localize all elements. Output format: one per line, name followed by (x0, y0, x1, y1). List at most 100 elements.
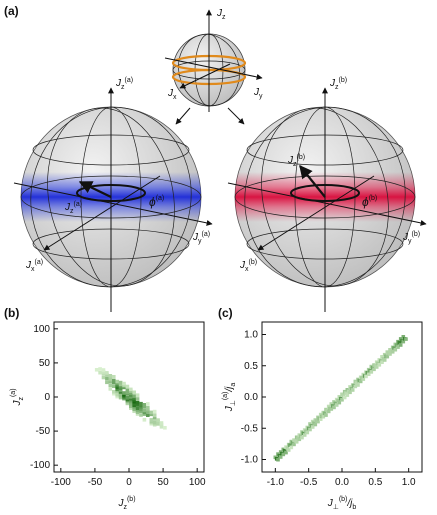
plot-c-cell (374, 365, 379, 369)
sphere-a-meridian-2 (47, 107, 175, 287)
plot-c-cell (316, 419, 320, 424)
plot-c-cell (366, 372, 371, 376)
plot-c-xtick-label: 0.5 (368, 477, 382, 488)
plot-b-cell (135, 412, 140, 416)
sphere-b-angle-label: ϕ(b) (362, 195, 377, 209)
plot-b-cell (108, 375, 113, 380)
plot-b-cell (125, 396, 130, 400)
plot-b-cell (125, 397, 130, 402)
plot-b-ylabel: Jz(a) (10, 388, 25, 406)
plot-c-cell (308, 427, 312, 432)
plot-b-cell (101, 375, 106, 380)
sphere-a-vector-label: Jz(a) (64, 201, 82, 215)
plot-b-cell (129, 389, 133, 394)
plot-b-cell (156, 422, 160, 426)
plot-c-cell (361, 377, 366, 381)
plot-c-ytick-label: 0.0 (244, 392, 258, 403)
sphere-a-y-axis (13, 182, 213, 226)
plot-c-ytick-label: -0.5 (241, 423, 259, 434)
plot-b-cell (129, 387, 133, 392)
plot-b-cell (112, 380, 116, 385)
plot-c-cell (401, 335, 406, 339)
plot-b-cell (139, 401, 143, 406)
plot-c-cell (369, 370, 374, 374)
plot-b-cell (146, 405, 150, 410)
plot-c-cell (388, 352, 392, 356)
plot-b-cell (135, 406, 140, 411)
plot-b-cell (159, 425, 164, 429)
small-sphere-meridian-2 (178, 34, 240, 106)
panel-label-a: (a) (4, 4, 19, 18)
panel-label-c: (c) (218, 306, 233, 320)
plot-c-cell (348, 390, 352, 395)
plot-b-cell (135, 410, 140, 414)
plot-b-cell (146, 402, 150, 406)
plot-c-cell (358, 379, 363, 384)
plot-b-cell (129, 393, 133, 397)
plot-b-cell (125, 401, 130, 406)
sphere-a-y-label: Jy(a) (192, 231, 210, 245)
sphere-a-spin-vector (78, 181, 112, 198)
plot-b-cell (115, 379, 119, 384)
plot-c-cell (292, 442, 296, 447)
plot-c-cell (324, 413, 328, 417)
plot-c-cell (401, 339, 406, 344)
plot-c-cell (294, 440, 299, 444)
plot-b-cell (132, 394, 136, 398)
plot-b-cell (115, 387, 119, 391)
plot-b-cell (146, 413, 150, 417)
plot-c-cell (350, 388, 355, 392)
plot-c-cell (380, 355, 384, 359)
plot-c-ytick-label: -1.0 (241, 455, 259, 466)
plot-c-cell (337, 400, 342, 405)
plot-c-cell (353, 384, 358, 389)
plot-b-cell (108, 387, 113, 391)
plot-b-cell (132, 399, 136, 404)
plot-b-cell (146, 409, 150, 414)
plot-b-cell (125, 384, 130, 389)
plot-c-cell (345, 393, 350, 397)
plot-c-cell (329, 407, 334, 411)
sphere-b-spin-vector (299, 164, 326, 198)
plot-b-cell (115, 394, 119, 399)
plot-b-cell (149, 420, 154, 424)
plot-b-cell (142, 403, 147, 407)
sphere-b-meridian-2 (261, 107, 389, 287)
plot-b-cell (101, 370, 106, 374)
plot-c-xtick-label: -1.0 (267, 477, 285, 488)
plot-b-cell (135, 393, 140, 397)
plot-c-cell (302, 433, 307, 437)
plot-b-cell (152, 421, 157, 425)
panel-label-b: (b) (4, 306, 19, 320)
small-sphere-y-axis (164, 57, 263, 80)
plot-b-cell (132, 401, 136, 406)
plot-c: -1.0 -1.0 -0.5 -0.5 0.0 0.0 0.5 0.5 1.0 1.0 J⊥(b)… (222, 321, 423, 511)
plot-b-cell (105, 380, 109, 385)
plot-b-cell (132, 396, 136, 400)
plot-c-cell (404, 337, 408, 341)
plot-b-cell (135, 408, 140, 412)
plot-b-cell (129, 398, 133, 403)
plot-b-xtick-label: 0 (126, 477, 132, 488)
plot-b-cell (129, 391, 133, 395)
plot-b-cell (163, 426, 167, 430)
plot-b-cell (149, 421, 154, 426)
bloch-sphere-a: Jz(a) Jy(a) Jx(a) Jz(a) ϕ(a) (13, 77, 213, 312)
arrow-to-sphere-a (175, 107, 191, 125)
plot-b-cell (156, 418, 160, 422)
plot-b-cell (122, 381, 126, 386)
plot-b-cell (112, 384, 116, 388)
plot-c-cell (300, 435, 304, 440)
plot-b-cell (139, 413, 143, 417)
plot-c-cell (396, 345, 400, 349)
plot-c-cell (382, 358, 387, 362)
plot-c-xtick-label: 0.0 (335, 477, 349, 488)
plot-c-cell (398, 337, 403, 341)
plot-c-cell (364, 374, 368, 379)
plot-b-ytick-label: -50 (36, 426, 51, 437)
plot-c-cell (394, 343, 399, 347)
bloch-sphere-b: Jz(b) Jy(b) Jx(b) Jz(b) ϕ(b) (227, 77, 427, 312)
plot-b-cell (118, 390, 123, 394)
sphere-b-x-label: Jx(b) (239, 259, 257, 273)
